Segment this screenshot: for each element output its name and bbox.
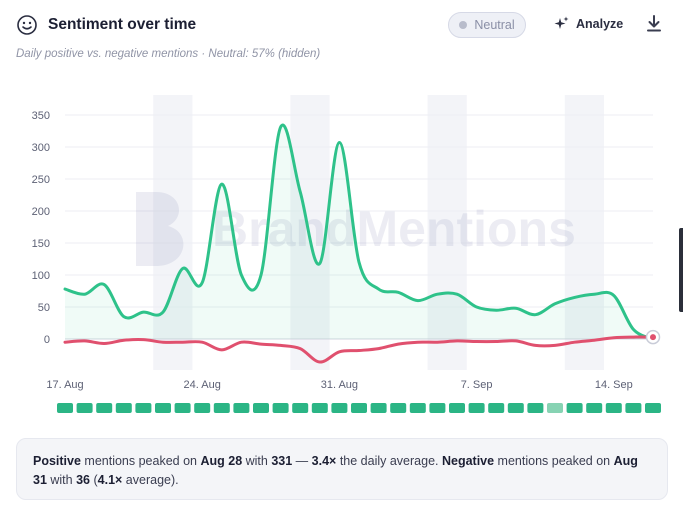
neutral-toggle-button[interactable]: Neutral <box>448 12 526 38</box>
smiley-icon <box>17 15 37 35</box>
summary-text: with <box>242 454 272 468</box>
heat-cell <box>488 403 505 413</box>
heat-cell <box>351 403 367 413</box>
heat-cell <box>527 403 544 413</box>
x-axis: 17. Aug 24. Aug 31. Aug 7. Sep 14. Sep <box>46 379 632 391</box>
grid-lines <box>65 114 653 340</box>
y-tick-label: 250 <box>32 174 50 186</box>
negative-series-line <box>63 335 655 364</box>
summary-positive-value: 331 <box>271 454 293 468</box>
x-tick-label: 24. Aug <box>184 379 221 391</box>
summary-text: mentions peaked on <box>80 454 201 468</box>
heat-cell <box>96 403 113 413</box>
sentiment-chart: BrandMentions 0 50 100 150 200 250 300 350 17. … <box>32 95 661 413</box>
heat-cell <box>370 403 387 413</box>
summary-negative-date: Aug 31 <box>33 454 638 487</box>
heat-cell <box>233 403 250 413</box>
analyze-button[interactable]: Analyze <box>554 16 623 31</box>
summary-text: — <box>292 454 312 468</box>
page-title: Sentiment over time <box>48 16 197 33</box>
heat-cell <box>76 403 93 413</box>
weekend-band <box>153 95 193 370</box>
x-tick-label: 14. Sep <box>595 379 633 391</box>
y-tick-label: 200 <box>32 206 50 218</box>
heat-cell <box>155 403 171 413</box>
neutral-dot-icon <box>459 21 468 29</box>
x-tick-label: 17. Aug <box>46 379 83 391</box>
summary-positive-multiplier: 3.4× <box>311 454 337 468</box>
heat-cell <box>566 403 583 413</box>
heat-cell <box>507 403 524 413</box>
summary-text: ( <box>90 473 98 487</box>
summary-text: the daily average. <box>336 454 442 468</box>
heat-cell <box>625 403 642 413</box>
heat-cell <box>174 403 191 413</box>
weekend-band <box>564 95 604 370</box>
heat-cell <box>135 403 152 413</box>
chart-header: Sentiment over time Neutral Analyze <box>16 12 668 40</box>
heat-cell <box>253 403 269 413</box>
heat-cell <box>311 403 328 413</box>
heat-cell <box>605 403 622 413</box>
summary-negative-multiplier: 4.1× <box>97 473 123 487</box>
x-tick-label: 7. Sep <box>461 379 493 391</box>
heat-cell <box>645 403 661 413</box>
summary-text: average). <box>122 473 179 487</box>
x-tick-label: 31. Aug <box>321 379 358 391</box>
series-lines <box>63 123 661 364</box>
heat-cell <box>331 403 348 413</box>
heat-cell <box>547 403 563 413</box>
watermark: BrandMentions <box>136 192 576 266</box>
chart-subtitle: Daily positive vs. negative mentions · N… <box>16 48 321 60</box>
summary-negative-word: Negative <box>441 454 495 468</box>
positive-series-line <box>63 123 655 341</box>
analyze-label: Analyze <box>576 16 624 31</box>
heat-cell <box>194 403 211 413</box>
end-point-marker <box>650 334 656 341</box>
y-tick-label: 0 <box>44 334 50 346</box>
summary-positive-word: Positive <box>33 454 81 468</box>
heat-cell <box>468 403 485 413</box>
heat-cell <box>292 403 309 413</box>
heat-cell <box>586 403 603 413</box>
y-axis: 0 50 100 150 200 250 300 350 <box>32 110 50 346</box>
sparkle-icon <box>554 16 569 29</box>
y-tick-label: 350 <box>32 110 50 122</box>
y-tick-label: 300 <box>32 142 50 154</box>
weekend-bands <box>153 95 604 370</box>
heat-cell <box>57 403 73 413</box>
download-icon[interactable] <box>646 15 662 33</box>
heat-cell <box>213 403 230 413</box>
y-tick-label: 100 <box>32 270 50 282</box>
heat-cell <box>429 403 446 413</box>
summary-text: with <box>46 473 77 487</box>
heat-cell <box>390 403 407 413</box>
insight-summary: Positive mentions peaked on Aug 28 with … <box>16 438 668 500</box>
heat-cell <box>449 403 465 413</box>
heat-cell <box>115 403 132 413</box>
heat-cell <box>409 403 426 413</box>
heat-strip <box>57 403 661 413</box>
watermark-text: BrandMentions <box>212 201 576 257</box>
watermark-logo-icon <box>136 192 184 266</box>
summary-negative-value: 36 <box>76 473 90 487</box>
y-tick-label: 150 <box>32 238 50 250</box>
summary-positive-date: Aug 28 <box>200 454 243 468</box>
positive-area <box>65 124 653 339</box>
summary-text: mentions peaked on <box>494 454 614 468</box>
scrollbar-handle[interactable] <box>679 228 683 312</box>
neutral-label: Neutral <box>474 18 515 32</box>
y-tick-label: 50 <box>38 302 50 314</box>
heat-cell <box>272 403 289 413</box>
weekend-band <box>427 95 467 370</box>
